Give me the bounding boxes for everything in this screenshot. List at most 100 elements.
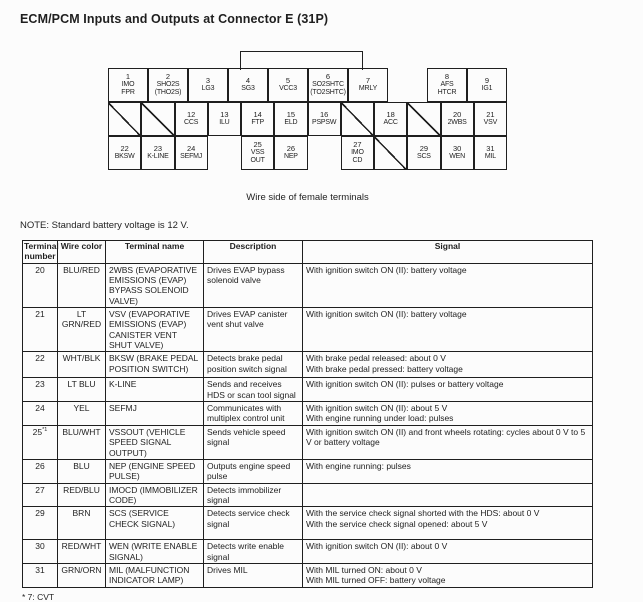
pin-10-empty [108,102,142,136]
signal-line: With ignition switch ON (II): about 0 V [306,541,448,552]
pin-number: 26 [286,143,296,153]
signal-cell: With engine running: pulses [302,458,593,484]
wire-color-cell: RED/BLU [57,482,106,508]
pin-number: 29 [419,143,429,153]
table-row: 21 LT GRN/RED VSV (EVAPORATIVE EMISSIONS (… [22,306,593,353]
pin-5: 5 VCC3 [268,68,308,102]
pin-number: 24 [186,143,196,153]
pin-26: 26 NEP [274,136,308,170]
pin-number: 30 [452,143,462,153]
signal-line: With ignition switch ON (II): battery vo… [306,308,467,319]
wire-color-cell: LT GRN/RED [57,306,106,353]
pin-22: 22 BKSW [108,136,142,170]
pin-4: 4 SG3 [228,68,268,102]
pin-18: 18 ACC [374,102,408,136]
pin-number: 9 [484,75,490,85]
pin-label: SO2SHTC [312,81,344,89]
wire-color-cell: BLU/WHT [57,424,106,460]
signal-cell: With ignition switch ON (II): battery vo… [302,262,593,308]
pin-number: 14 [253,109,262,119]
terminal-number-cell: 24 [22,401,58,426]
diagram-caption: Wire side of female terminals [246,192,369,203]
signal-cell: With ignition switch ON (II): pulses or … [302,377,593,403]
signal-line: With brake pedal pressed: battery voltag… [306,363,463,374]
pin-label: VCC3 [279,85,297,93]
signal-cell: With brake pedal released: about 0 V With… [302,351,593,379]
description-cell: Detects service check signal [203,506,303,541]
signal-cell: With ignition switch ON (II): battery vo… [302,306,593,353]
pin-number: 20 [452,109,462,119]
pin-label: MRLY [358,85,378,93]
pin-label: CD [352,157,363,165]
wire-color-cell: LT BLU [57,377,106,403]
pin-30: 30 WEN [440,136,474,170]
pin-3: 3 LG3 [188,68,228,102]
pin-15: 15 ELD [274,102,308,136]
pin-label: AFS [440,81,454,89]
pin-number: 21 [486,109,495,119]
pin-label: ILU [219,119,230,127]
terminal-number-cell: 31 [22,563,58,588]
pin-label: (TO2SHTC) [310,89,346,97]
table-row: 25*1 BLU/WHT VSSOUT (VEHICLE SPEED SIGNAL … [22,424,593,460]
pin-number: 13 [220,109,229,119]
terminal-number-cell: 26 [22,458,58,484]
signal-line: With engine running: pulses [306,460,411,471]
description-cell: Drives MIL [203,563,303,588]
pin-label: ACC [383,119,398,127]
signal-cell: With ignition switch ON (II): about 0 V [302,539,593,565]
pin-20: 20 2WBS [440,102,474,136]
pin-row-2: 12 CCS 13 ILU 14 FTP 15 ELD 16 PSPSW 18 ACC 20… [108,102,507,136]
signal-line: With ignition switch ON (II): battery vo… [306,264,467,275]
table-row: 26 BLU NEP (ENGINE SPEED PULSE) Outputs eng… [22,458,593,484]
terminal-name-cell: K-LINE [105,377,204,403]
pin-label: ELD [284,119,298,127]
pin-number: 2 [165,71,171,81]
signal-line: With ignition switch ON (II): about 5 V [306,403,448,414]
table-row: 20 BLU/RED 2WBS (EVAPORATIVE EMISSIONS (EV… [22,262,593,308]
pin-16: 16 PSPSW [307,102,341,136]
description-cell: Communicates with multiplex control unit [203,401,303,426]
signal-line: With brake pedal released: about 0 V [306,353,446,364]
signal-line: With MIL turned OFF: battery voltage [306,575,446,586]
cvt-footnote: * 7: CVT [22,591,55,602]
terminal-name-cell: MIL (MALFUNCTION INDICATOR LAMP) [105,563,204,588]
signal-line: With ignition switch ON (II): pulses or … [306,379,504,390]
battery-voltage-note: NOTE: Standard battery voltage is 12 V. [20,220,189,231]
table-row: 31 GRN/ORN MIL (MALFUNCTION INDICATOR LAMP… [22,563,593,588]
pin-number: 25 [253,139,262,149]
wire-color-cell: RED/WHT [57,539,106,565]
pin-label: BKSW [114,153,135,161]
description-cell: Outputs engine speed pulse [203,458,303,484]
signal-cell: With ignition switch ON (II) and front w… [302,424,593,460]
signal-line: With engine running under load: pulses [306,413,454,424]
pin-label: FPR [121,89,135,97]
pin-23: 23 K-LINE [141,136,175,170]
connector-gap [208,136,241,170]
pin-1: 1 IMO FPR [108,68,148,102]
pin-label: 2WBS [447,119,467,127]
description-cell: Sends vehicle speed signal [203,424,303,460]
table-body: 20 BLU/RED 2WBS (EVAPORATIVE EMISSIONS (EV… [22,262,593,588]
pin-label: HTCR [437,89,457,97]
pin-row-3: 22 BKSW 23 K-LINE 24 SEFMJ 25 VSS OUT 26 NEP 2… [108,136,507,170]
wire-color-cell: BLU [57,458,106,484]
col-header-description: Description [203,240,303,264]
pin-number: 4 [245,75,251,85]
pin-number: 7 [365,75,371,85]
col-header-terminal-number: Terminal number [22,240,59,264]
pin-number: 31 [486,143,495,153]
description-cell: Detects immobilizer signal [203,482,303,508]
pin-label: WEN [449,153,465,161]
table-row: 24 YEL SEFMJ Communicates with multiplex co… [22,401,593,426]
terminal-number-cell: 25*1 [22,424,58,460]
connector-gap [308,136,341,170]
wire-color-cell: WHT/BLK [57,351,106,379]
terminal-number-cell: 30 [22,539,58,565]
pin-28-empty [374,136,408,170]
terminal-name-cell: 2WBS (EVAPORATIVE EMISSIONS (EVAP) BYPAS… [105,262,204,308]
signal-line: With MIL turned ON: about 0 V [306,565,422,576]
pin-label: SHO2S [156,81,180,89]
description-cell: Drives EVAP canister vent shut valve [203,306,303,353]
